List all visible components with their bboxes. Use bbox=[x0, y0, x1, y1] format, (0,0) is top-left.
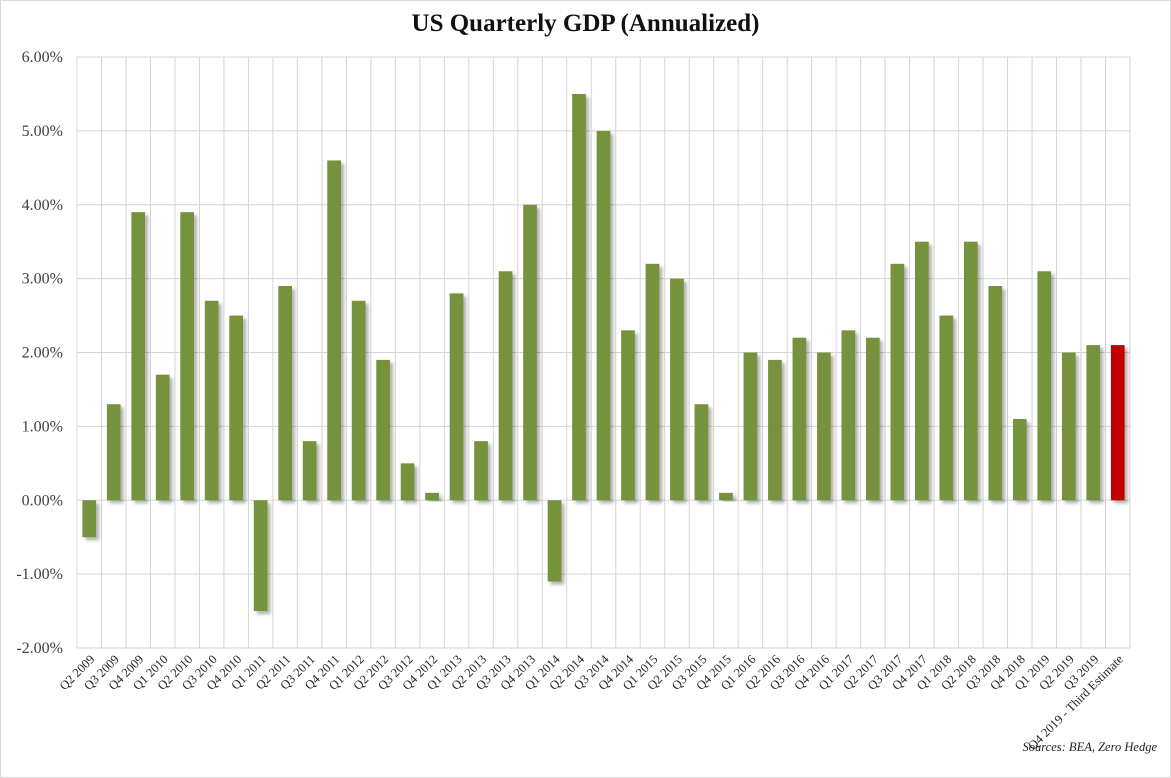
bar bbox=[1012, 418, 1027, 501]
bar bbox=[866, 337, 880, 501]
bar bbox=[327, 160, 341, 501]
chart-title: US Quarterly GDP (Annualized) bbox=[411, 10, 760, 37]
bar bbox=[180, 212, 195, 501]
bar bbox=[278, 286, 293, 501]
bar bbox=[817, 352, 831, 501]
bar bbox=[302, 441, 317, 501]
y-tick-label: -2.00% bbox=[16, 640, 63, 657]
bar bbox=[523, 204, 537, 501]
source-note: Sources: BEA, Zero Hedge bbox=[1022, 740, 1157, 754]
bar bbox=[351, 300, 366, 501]
bar bbox=[1110, 345, 1125, 501]
bar bbox=[572, 93, 586, 501]
bar bbox=[131, 212, 146, 501]
bar bbox=[645, 263, 660, 501]
bar bbox=[82, 500, 97, 538]
bar bbox=[694, 404, 709, 501]
bar bbox=[792, 337, 807, 501]
bar bbox=[743, 352, 758, 501]
bar bbox=[425, 492, 439, 501]
bar bbox=[768, 359, 782, 501]
y-tick-label: 5.00% bbox=[22, 123, 63, 140]
bar bbox=[155, 374, 170, 501]
bar bbox=[498, 271, 513, 501]
bar bbox=[376, 359, 390, 501]
bar bbox=[253, 500, 268, 612]
bar bbox=[229, 315, 244, 501]
bar bbox=[621, 330, 635, 501]
bar bbox=[400, 463, 415, 501]
bar bbox=[719, 492, 733, 501]
y-tick-label: 0.00% bbox=[22, 492, 63, 509]
bar bbox=[939, 315, 954, 501]
bar bbox=[1037, 271, 1052, 501]
bar bbox=[547, 500, 562, 582]
y-tick-label: 6.00% bbox=[22, 49, 63, 66]
y-tick-label: 3.00% bbox=[22, 271, 63, 288]
bar bbox=[914, 241, 929, 501]
bar bbox=[670, 278, 684, 501]
bar bbox=[106, 404, 121, 501]
bar bbox=[1086, 345, 1101, 501]
bar bbox=[474, 441, 488, 501]
bar bbox=[204, 300, 219, 501]
y-tick-label: -1.00% bbox=[16, 566, 63, 583]
y-tick-label: 2.00% bbox=[22, 345, 63, 362]
bar bbox=[841, 330, 856, 501]
y-tick-label: 1.00% bbox=[22, 418, 63, 435]
bar bbox=[1061, 352, 1076, 501]
bar bbox=[963, 241, 978, 501]
bar bbox=[449, 293, 464, 501]
bar bbox=[596, 130, 611, 501]
y-tick-label: 4.00% bbox=[22, 197, 63, 214]
bar bbox=[988, 286, 1003, 501]
bar bbox=[890, 263, 905, 501]
